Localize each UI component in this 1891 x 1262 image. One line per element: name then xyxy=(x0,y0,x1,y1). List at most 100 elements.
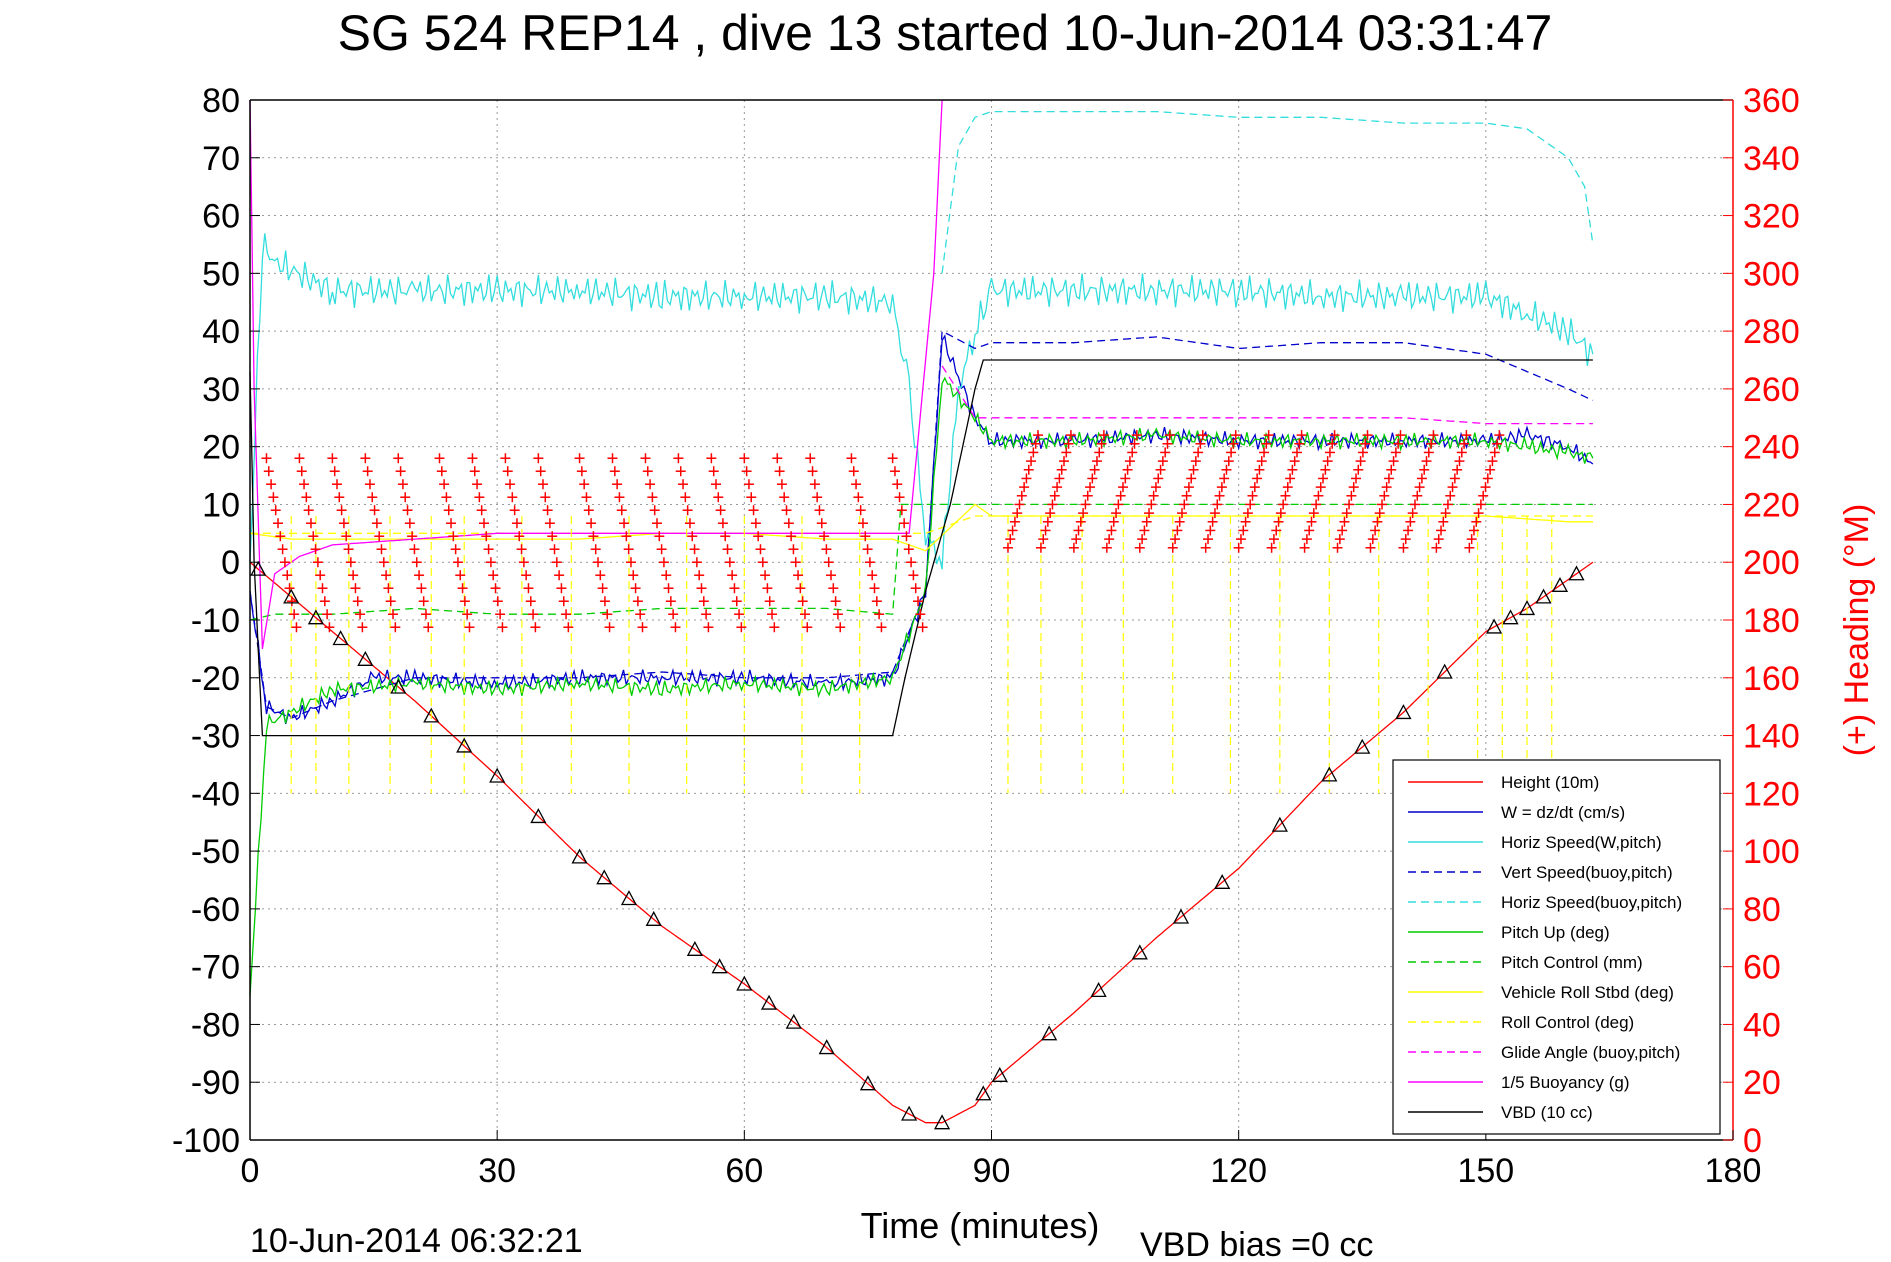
depth-marker xyxy=(250,560,267,576)
heading-marker xyxy=(1035,542,1046,553)
heading-marker xyxy=(303,505,314,516)
heading-marker xyxy=(708,466,719,477)
heading-marker xyxy=(1170,534,1181,545)
heading-marker xyxy=(1061,447,1072,458)
heading-marker xyxy=(760,570,771,581)
heading-marker xyxy=(1370,525,1381,536)
heading-marker xyxy=(312,557,323,568)
heading-marker xyxy=(1282,482,1293,493)
heading-marker xyxy=(1047,499,1058,510)
depth-markers xyxy=(250,560,1585,1130)
heading-marker xyxy=(1393,438,1404,449)
heading-marker xyxy=(483,544,494,555)
heading-marker xyxy=(1304,525,1315,536)
heading-marker xyxy=(642,466,653,477)
heading-marker xyxy=(1117,482,1128,493)
heading-marker xyxy=(851,479,862,490)
heading-marker xyxy=(1367,534,1378,545)
heading-marker xyxy=(682,505,693,516)
heading-marker xyxy=(1421,456,1432,467)
heading-marker xyxy=(802,622,813,633)
heading-markers xyxy=(261,430,1505,633)
heading-marker xyxy=(1447,482,1458,493)
heading-marker xyxy=(632,596,643,607)
heading-marker xyxy=(678,479,689,490)
heading-marker xyxy=(336,505,347,516)
heading-marker xyxy=(602,609,613,620)
heading-marker xyxy=(286,596,297,607)
heading-marker xyxy=(581,492,592,503)
depth-marker xyxy=(785,1013,802,1029)
heading-marker xyxy=(362,466,373,477)
x-tick-label: 30 xyxy=(478,1152,516,1190)
heading-marker xyxy=(1155,464,1166,475)
heading-marker xyxy=(1014,499,1025,510)
heading-marker xyxy=(1445,490,1456,501)
y2-tick-label: 160 xyxy=(1743,660,1800,698)
y2-tick-label: 260 xyxy=(1743,371,1800,409)
heading-marker xyxy=(1108,516,1119,527)
heading-marker xyxy=(1197,430,1208,441)
heading-marker xyxy=(1139,525,1150,536)
heading-marker xyxy=(350,583,361,594)
chart-title: SG 524 REP14 , dive 13 started 10-Jun-20… xyxy=(338,5,1553,61)
heading-marker xyxy=(864,557,875,568)
heading-marker xyxy=(788,544,799,555)
heading-marker xyxy=(275,531,286,542)
heading-marker xyxy=(741,466,752,477)
heading-marker xyxy=(1091,456,1102,467)
heading-marker xyxy=(597,583,608,594)
heading-marker xyxy=(1482,473,1493,484)
heading-marker xyxy=(273,518,284,529)
x-tick-label: 90 xyxy=(973,1152,1011,1190)
y-tick-label: 40 xyxy=(202,313,240,351)
heading-marker xyxy=(549,544,560,555)
heading-marker xyxy=(1195,438,1206,449)
legend-entry: Pitch Control (mm) xyxy=(1501,953,1643,972)
heading-marker xyxy=(329,466,340,477)
heading-marker xyxy=(1040,525,1051,536)
heading-marker xyxy=(1245,499,1256,510)
legend-entry: Pitch Up (deg) xyxy=(1501,923,1610,942)
heading-marker xyxy=(736,622,747,633)
heading-marker xyxy=(1038,534,1049,545)
legend-entry: W = dz/dt (cm/s) xyxy=(1501,803,1625,822)
legend-entry: VBD (10 cc) xyxy=(1501,1103,1593,1122)
heading-marker xyxy=(1026,456,1037,467)
heading-marker xyxy=(869,583,880,594)
legend-entry: Vehicle Roll Stbd (deg) xyxy=(1501,983,1674,1002)
heading-marker xyxy=(1433,534,1444,545)
y2-axis-label: (+) Heading (°M) xyxy=(1838,504,1876,757)
series-line xyxy=(249,99,943,650)
heading-marker xyxy=(360,453,371,464)
depth-marker xyxy=(1551,576,1569,592)
heading-marker xyxy=(1071,534,1082,545)
heading-marker xyxy=(1285,473,1296,484)
heading-marker xyxy=(404,518,415,529)
heading-marker xyxy=(355,609,366,620)
heading-marker xyxy=(1054,473,1065,484)
heading-marker xyxy=(899,518,910,529)
heading-marker xyxy=(1129,438,1140,449)
heading-marker xyxy=(1388,456,1399,467)
y2-tick-label: 20 xyxy=(1743,1064,1781,1102)
heading-marker xyxy=(616,505,627,516)
heading-marker xyxy=(857,518,868,529)
heading-marker xyxy=(521,570,532,581)
y2-tick-label: 340 xyxy=(1743,140,1800,178)
heading-marker xyxy=(1021,473,1032,484)
depth-marker xyxy=(1535,588,1552,604)
heading-marker xyxy=(1365,542,1376,553)
heading-marker xyxy=(892,479,903,490)
heading-marker xyxy=(675,466,686,477)
heading-marker xyxy=(369,505,380,516)
heading-marker xyxy=(420,609,431,620)
heading-marker xyxy=(769,622,780,633)
heading-marker xyxy=(1209,508,1220,519)
heading-marker xyxy=(1294,438,1305,449)
heading-marker xyxy=(797,596,808,607)
heading-marker xyxy=(450,544,461,555)
heading-marker xyxy=(910,583,921,594)
heading-marker xyxy=(1214,490,1225,501)
y2-tick-label: 280 xyxy=(1743,313,1800,351)
